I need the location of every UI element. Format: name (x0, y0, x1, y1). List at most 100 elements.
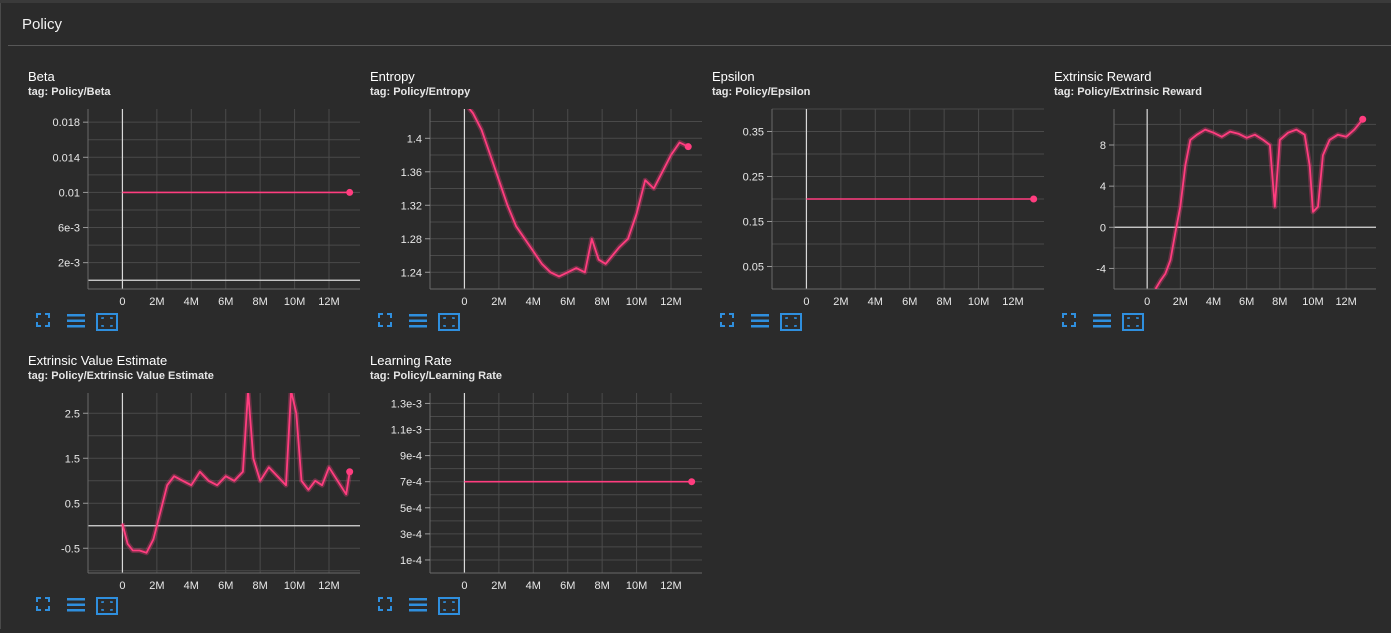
y-tick-label: 1.28 (401, 234, 422, 246)
x-tick-label: 0 (461, 296, 467, 308)
x-tick-label: 8M (253, 580, 268, 592)
list-icon[interactable] (66, 313, 88, 333)
line-chart-beta[interactable]: 0.018 0.014 0.01 6e-3 2e-3 0 2M 4M 6M 8M 10M 12M (28, 103, 368, 311)
x-tick-label: 10M (626, 580, 647, 592)
chart-title: Epsilon (712, 69, 755, 84)
line-chart-extrinsic-reward[interactable]: 8 4 0 -4 0 2M 4M 6M 8M 10M 12M (1054, 103, 1384, 311)
list-icon[interactable] (750, 313, 772, 333)
top-border (0, 0, 1391, 3)
chart-tag: tag: Policy/Entropy (370, 86, 471, 98)
y-tick-label: 3e-4 (400, 529, 422, 541)
series-band (466, 109, 690, 279)
x-tick-label: 10M (284, 296, 305, 308)
x-tick-label: 6M (218, 580, 233, 592)
y-tick-label: 1e-4 (400, 555, 422, 567)
line-chart-extrinsic-value-estimate[interactable]: 2.5 1.5 0.5 -0.5 0 2M 4M 6M 8M 10M 12M (28, 387, 368, 595)
fullscreen-icon[interactable] (378, 597, 400, 617)
fit-domain-icon[interactable] (1122, 313, 1144, 333)
y-tick-label: 0.5 (65, 498, 80, 510)
chart-card-extrinsic-reward: Extrinsic Reward tag: Policy/Extrinsic R… (1054, 69, 1391, 349)
fit-domain-icon[interactable] (96, 313, 118, 333)
y-tick-label: 1.1e-3 (391, 425, 422, 437)
y-tick-label: 0.05 (743, 262, 764, 274)
x-tick-label: 2M (833, 296, 848, 308)
x-tick-label: 6M (218, 296, 233, 308)
x-tick-label: 4M (526, 580, 541, 592)
series-line (121, 393, 351, 554)
chart-tag: tag: Policy/Learning Rate (370, 370, 503, 382)
x-tick-label: 0 (803, 296, 809, 308)
fit-domain-icon[interactable] (780, 313, 802, 333)
x-tick-label: 8M (1272, 296, 1287, 308)
section-header[interactable]: Policy (8, 4, 1391, 46)
fullscreen-icon[interactable] (720, 313, 742, 333)
last-point-marker (684, 143, 692, 151)
last-point-marker (688, 478, 696, 486)
y-tick-label: -4 (1096, 263, 1106, 275)
x-tick-label: 10M (1302, 296, 1323, 308)
y-tick-label: 4 (1100, 181, 1106, 193)
chart-title: Extrinsic Reward (1054, 69, 1152, 84)
y-tick-label: 1.24 (401, 267, 422, 279)
y-tick-label: 0.25 (743, 172, 764, 184)
y-tick-label: 0.01 (59, 187, 80, 199)
y-tick-label: 1.36 (401, 167, 422, 179)
x-tick-label: 8M (595, 296, 610, 308)
list-icon[interactable] (408, 313, 430, 333)
fullscreen-icon[interactable] (1062, 313, 1084, 333)
fullscreen-icon[interactable] (378, 313, 400, 333)
y-tick-label: 1.32 (401, 200, 422, 212)
last-point-marker (1030, 195, 1038, 203)
chart-title: Beta (28, 69, 55, 84)
line-chart-learning-rate[interactable]: 1.3e-3 1.1e-3 9e-4 7e-4 5e-4 3e-4 1e-4 0 2M 4M 6M 8… (370, 387, 710, 595)
y-tick-label: 2.5 (65, 408, 80, 420)
chart-card-learning-rate: Learning Rate tag: Policy/Learning Rate … (370, 353, 710, 633)
y-tick-label: 0.15 (743, 217, 764, 229)
line-chart-epsilon[interactable]: 0.35 0.25 0.15 0.05 0 2M 4M 6M 8M 10M 12M (712, 103, 1052, 311)
fullscreen-icon[interactable] (36, 597, 58, 617)
line-chart-entropy[interactable]: 1.4 1.36 1.32 1.28 1.24 0 2M 4M 6M 8M 10M 12M (370, 103, 710, 311)
y-tick-label: 1.4 (407, 133, 422, 145)
list-icon[interactable] (1092, 313, 1114, 333)
chart-card-extrinsic-value-estimate: Extrinsic Value Estimate tag: Policy/Ext… (28, 353, 368, 633)
chart-card-entropy: Entropy tag: Policy/Entropy 1.4 1.36 1.32 1… (370, 69, 710, 349)
chart-title: Learning Rate (370, 353, 452, 368)
x-tick-label: 4M (184, 580, 199, 592)
fit-domain-icon[interactable] (438, 313, 460, 333)
list-icon[interactable] (66, 597, 88, 617)
last-point-marker (1359, 115, 1367, 123)
fit-domain-icon[interactable] (438, 597, 460, 617)
x-tick-label: 4M (526, 296, 541, 308)
y-tick-label: 0 (1100, 222, 1106, 234)
fit-domain-icon[interactable] (96, 597, 118, 617)
series-line (1154, 118, 1364, 289)
x-tick-label: 6M (902, 296, 917, 308)
y-tick-label: 1.3e-3 (391, 398, 422, 410)
chart-tag: tag: Policy/Extrinsic Value Estimate (28, 370, 214, 382)
x-tick-label: 12M (318, 580, 339, 592)
x-tick-label: 4M (184, 296, 199, 308)
chart-tag: tag: Policy/Extrinsic Reward (1054, 86, 1202, 98)
x-tick-label: 12M (660, 580, 681, 592)
x-tick-label: 0 (119, 296, 125, 308)
x-tick-label: 10M (626, 296, 647, 308)
series-line (468, 109, 689, 278)
last-point-marker (346, 188, 354, 196)
fullscreen-icon[interactable] (36, 313, 58, 333)
last-point-marker (346, 468, 354, 476)
x-tick-label: 12M (1002, 296, 1023, 308)
x-tick-label: 4M (1206, 296, 1221, 308)
y-tick-label: 7e-4 (400, 477, 422, 489)
list-icon[interactable] (408, 597, 430, 617)
chart-tag: tag: Policy/Beta (28, 86, 111, 98)
x-tick-label: 0 (461, 580, 467, 592)
x-tick-label: 2M (149, 580, 164, 592)
y-tick-label: -0.5 (61, 543, 80, 555)
y-tick-label: 5e-4 (400, 503, 422, 515)
x-tick-label: 0 (1144, 296, 1150, 308)
x-tick-label: 2M (491, 296, 506, 308)
x-tick-label: 8M (937, 296, 952, 308)
series-group (1153, 117, 1365, 289)
x-tick-label: 12M (318, 296, 339, 308)
